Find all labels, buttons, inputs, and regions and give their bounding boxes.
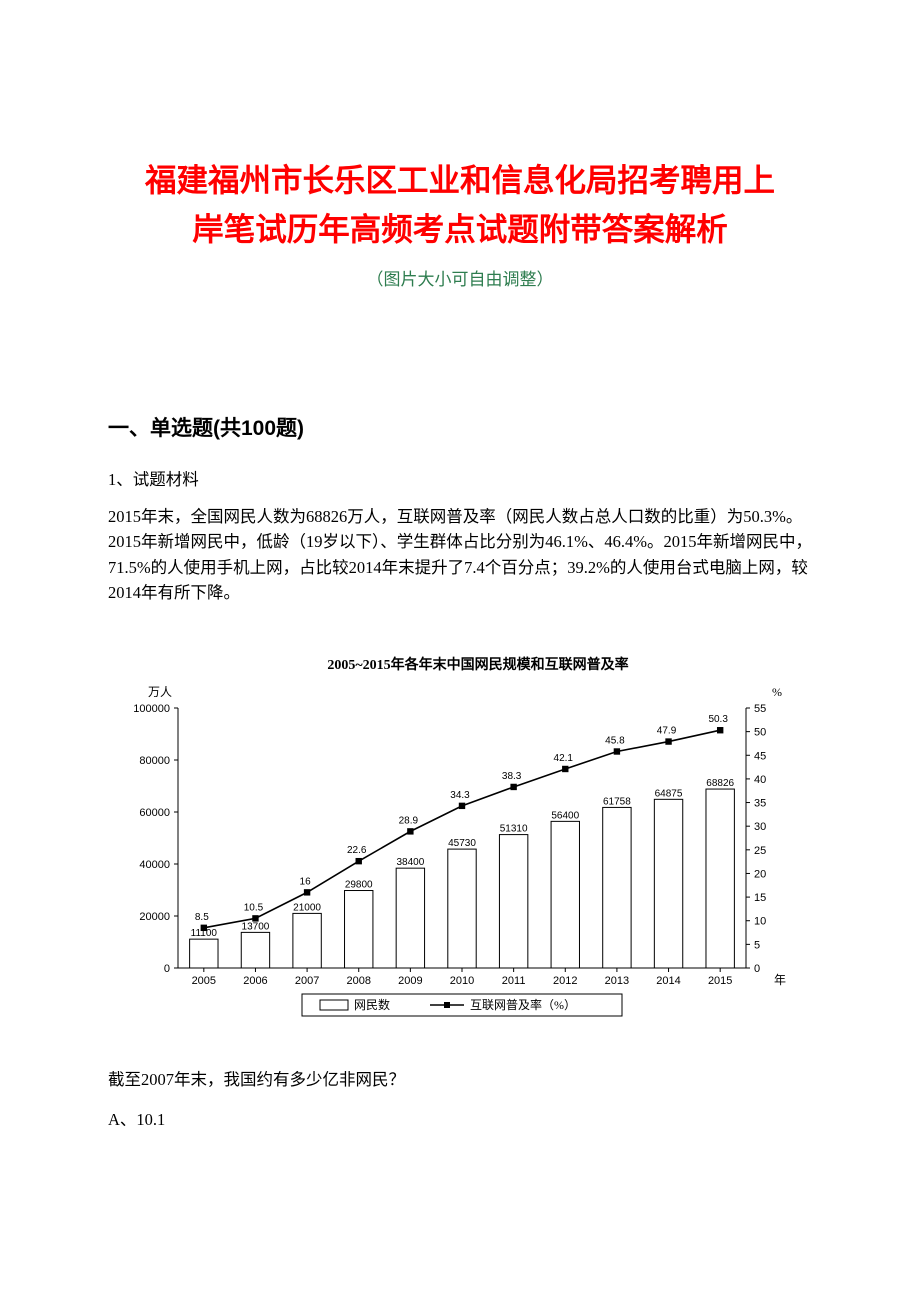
svg-text:2010: 2010: [450, 975, 474, 987]
svg-text:2011: 2011: [502, 975, 526, 987]
svg-text:5: 5: [754, 939, 760, 951]
svg-text:50.3: 50.3: [708, 714, 728, 725]
svg-text:30: 30: [754, 821, 766, 833]
svg-text:47.9: 47.9: [657, 725, 677, 736]
question-body: 2015年末，全国网民人数为68826万人，互联网普及率（网民人数占总人口数的比…: [108, 504, 812, 606]
title-line-2: 岸笔试历年高频考点试题附带答案解析: [192, 212, 728, 247]
question-number-line: 1、试题材料: [108, 466, 812, 490]
svg-text:0: 0: [754, 963, 760, 975]
document-title: 福建福州市长乐区工业和信息化局招考聘用上 岸笔试历年高频考点试题附带答案解析: [108, 157, 812, 255]
svg-text:15: 15: [754, 892, 766, 904]
svg-text:10.5: 10.5: [244, 902, 264, 913]
svg-text:25: 25: [754, 845, 766, 857]
svg-text:29800: 29800: [345, 879, 373, 890]
svg-text:38400: 38400: [396, 857, 424, 868]
svg-text:万人: 万人: [148, 685, 172, 699]
svg-text:60000: 60000: [139, 807, 170, 819]
svg-text:2009: 2009: [398, 975, 422, 987]
svg-text:51310: 51310: [500, 823, 528, 834]
svg-text:2014: 2014: [656, 975, 680, 987]
chart-svg: 万人% 0 20000 40000 60000 80000 100000 0 5 10 15 20 25…: [108, 676, 808, 1036]
svg-text:2006: 2006: [243, 975, 267, 987]
svg-text:42.1: 42.1: [554, 753, 574, 764]
svg-text:50: 50: [754, 727, 766, 739]
title-line-1: 福建福州市长乐区工业和信息化局招考聘用上: [145, 163, 775, 198]
svg-text:2012: 2012: [553, 975, 577, 987]
svg-text:%: %: [772, 685, 782, 699]
svg-text:45: 45: [754, 750, 766, 762]
svg-text:40: 40: [754, 774, 766, 786]
svg-text:68826: 68826: [706, 778, 734, 789]
svg-text:22.6: 22.6: [347, 845, 367, 856]
svg-text:16: 16: [300, 876, 312, 887]
svg-text:年: 年: [774, 973, 786, 987]
svg-text:80000: 80000: [139, 755, 170, 767]
svg-text:61758: 61758: [603, 796, 631, 807]
svg-text:40000: 40000: [139, 859, 170, 871]
svg-text:45.8: 45.8: [605, 735, 625, 746]
svg-text:64875: 64875: [655, 788, 683, 799]
svg-text:56400: 56400: [551, 810, 579, 821]
svg-text:互联网普及率（%）: 互联网普及率（%）: [470, 997, 576, 1012]
option-a: A、10.1: [108, 1106, 812, 1130]
svg-text:21000: 21000: [293, 902, 321, 913]
svg-text:8.5: 8.5: [195, 912, 209, 923]
svg-text:20000: 20000: [139, 911, 170, 923]
page: 福建福州市长乐区工业和信息化局招考聘用上 岸笔试历年高频考点试题附带答案解析 （…: [0, 0, 920, 1302]
svg-text:13700: 13700: [242, 921, 270, 932]
section-heading: 一、单选题(共100题): [108, 412, 812, 442]
svg-text:网民数: 网民数: [354, 997, 390, 1012]
svg-text:10: 10: [754, 916, 766, 928]
svg-text:20: 20: [754, 868, 766, 880]
svg-text:0: 0: [164, 963, 170, 975]
svg-text:45730: 45730: [448, 838, 476, 849]
question-followup: 截至2007年末，我国约有多少亿非网民？: [108, 1066, 812, 1090]
svg-text:100000: 100000: [133, 703, 170, 715]
document-subtitle: （图片大小可自由调整）: [108, 265, 812, 290]
svg-text:38.3: 38.3: [502, 771, 522, 782]
chart-title: 2005~2015年各年末中国网民规模和互联网普及率: [108, 654, 812, 674]
svg-text:28.9: 28.9: [399, 815, 419, 826]
svg-text:2005: 2005: [192, 975, 216, 987]
chart-container: 2005~2015年各年末中国网民规模和互联网普及率 万人% 0 20000 4000…: [108, 654, 812, 1036]
svg-text:2007: 2007: [295, 975, 319, 987]
svg-text:2013: 2013: [605, 975, 629, 987]
svg-text:2015: 2015: [708, 975, 732, 987]
svg-text:2008: 2008: [346, 975, 370, 987]
svg-text:35: 35: [754, 797, 766, 809]
svg-text:34.3: 34.3: [450, 790, 470, 801]
svg-text:55: 55: [754, 703, 766, 715]
